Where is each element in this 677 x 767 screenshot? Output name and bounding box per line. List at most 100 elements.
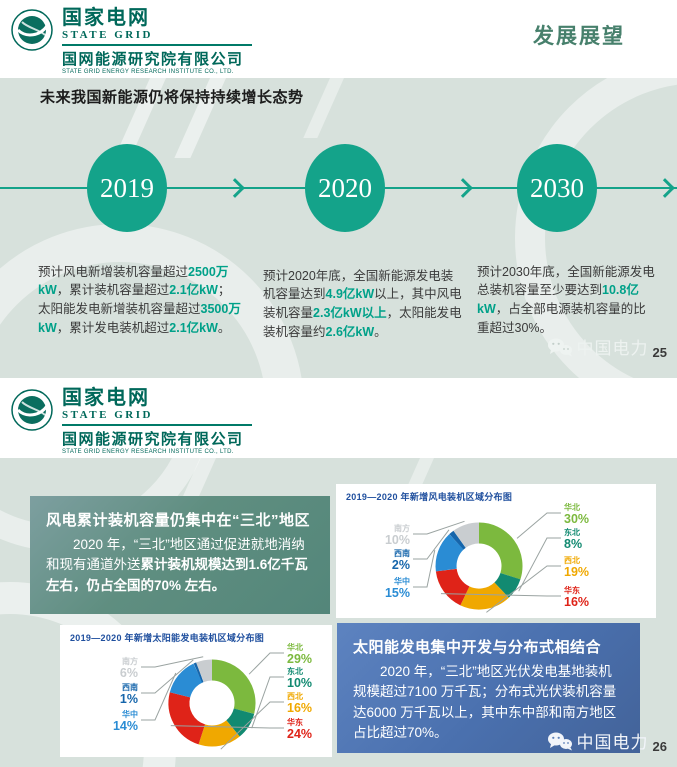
chart-label-name: 华北 [564, 503, 580, 512]
chart-label-name: 华东 [564, 586, 580, 595]
donut-slice-西北 [460, 582, 509, 610]
forecast-2020-text: 预计2020年底，全国新能源发电装机容量达到4.9亿kW以上，其中风电装机容量2… [263, 267, 463, 342]
donut-slice-西南 [449, 530, 466, 550]
donut-slice-南方 [196, 659, 213, 683]
highlight-value: 2500万kW [38, 264, 229, 298]
timeline-year-2020: 2020 [305, 144, 385, 232]
highlight-value: 4.9亿kW [325, 287, 375, 302]
state-grid-brand: 国家电网 STATE GRID 国网能源研究院有限公司 STATE GRID E… [10, 8, 252, 75]
chart-label-value: 6% [119, 666, 138, 681]
org-name-en: STATE GRID [62, 29, 153, 41]
brand-text: 国家电网 STATE GRID 国网能源研究院有限公司 STATE GRID E… [62, 8, 252, 75]
text-run: ； [217, 283, 231, 298]
chart-label-name: 华中 [394, 577, 410, 586]
text-run: ，累计装机容量超过 [56, 283, 170, 298]
wind-chart-panel: 2019—2020 年新增风电装机区域分布图 南方 10% 西南 2% 华中 15% 华北 3… [336, 484, 656, 618]
slide1-header: 国家电网 STATE GRID 国网能源研究院有限公司 STATE GRID E… [0, 0, 677, 78]
wind-box-title: 风电累计装机容量仍集中在“三北”地区 [46, 512, 311, 529]
chart-label-value: 30% [564, 512, 590, 527]
watermark-label: 中国电力 [576, 733, 649, 752]
chart-label-value: 10% [287, 676, 313, 691]
timeline-year-2030: 2030 [517, 144, 597, 232]
chart-label-西南: 西南 1% [120, 683, 138, 707]
timeline-year-2019: 2019 [87, 144, 167, 232]
leader-line [141, 659, 194, 694]
text-run: 。 [374, 324, 387, 339]
chart-label-name: 东北 [564, 528, 580, 537]
state-grid-logo-icon [11, 9, 53, 51]
forecast-2019-text: 预计风电新增装机容量超过2500万kW，累计装机容量超过 2.1亿kW ； 太阳能发… [38, 263, 254, 338]
wind-box-body: 2020 年，“三北”地区通过促进就地消纳和现有通道外送累计装机规模达到1.6亿… [46, 535, 314, 596]
org-name-cn: 国家电网 [62, 387, 150, 409]
chart-label-华东: 华东 24% [287, 718, 312, 742]
highlight-value: 2.1亿kW [169, 320, 218, 335]
text-run: 。 [217, 320, 231, 335]
donut-slice-华中 [169, 663, 203, 699]
highlight-value: 2.3亿kW以上 [313, 306, 387, 320]
leader-line [516, 512, 561, 539]
institute-name-en: STATE GRID ENERGY RESEARCH INSTITUTE CO.… [62, 69, 234, 75]
chart-label-name: 西南 [122, 683, 138, 692]
chart-label-东北: 东北 10% [287, 667, 312, 691]
donut-slice-华北 [211, 659, 256, 714]
slide-wind-solar-distribution: 国家电网 STATE GRID 国网能源研究院有限公司 STATE GRID E… [0, 380, 677, 767]
leader-line [440, 593, 561, 597]
slide1-headline: 未来我国新能源仍将保持持续增长态势 [40, 89, 304, 106]
slide-development-outlook: 国家电网 STATE GRID 国网能源研究院有限公司 STATE GRID E… [0, 0, 677, 378]
chart-label-南方: 南方 6% [120, 657, 138, 681]
watermark: 中国电力 26 [547, 728, 667, 754]
highlight-value: 累计装机规模达到1.6亿千瓦左右，仍占全国的70% 左右。 [46, 557, 308, 593]
chart-label-华中: 华中 15% [385, 577, 410, 601]
text-run: ，占全部电源装机容量的比重超过30%。 [477, 302, 646, 335]
solar-summary-box: 太阳能发电集中开发与分布式相结合 2020 年，“三北”地区光伏发电基地装机规模… [337, 623, 640, 753]
text-run: 太阳能发电新增装机容量超过 [38, 302, 201, 316]
state-grid-logo-icon [11, 389, 53, 431]
leader-line [170, 725, 284, 729]
text-run: ，太阳能发电装机容量约 [263, 306, 462, 339]
highlight-value: 3500万kW [38, 302, 241, 335]
chart-label-value: 16% [287, 701, 313, 716]
chart-label-name: 南方 [394, 524, 410, 533]
leader-line [413, 549, 436, 588]
wechat-icon [547, 732, 572, 750]
chart-label-南方: 南方 10% [385, 524, 410, 548]
highlight-value: 10.8亿kW [477, 283, 639, 316]
brand-text: 国家电网 STATE GRID 国网能源研究院有限公司 STATE GRID E… [62, 388, 252, 455]
chart-label-name: 华中 [122, 710, 138, 719]
chart-label-value: 10% [384, 533, 410, 548]
watermark: 中国电力 25 [547, 334, 667, 360]
chart-label-name: 华北 [287, 643, 303, 652]
chart-label-华北: 华北 29% [287, 643, 312, 667]
page-number: 25 [652, 345, 667, 360]
chart-label-华中: 华中 14% [113, 710, 138, 734]
state-grid-brand: 国家电网 STATE GRID 国网能源研究院有限公司 STATE GRID E… [10, 388, 252, 455]
chart-label-西北: 西北 16% [287, 692, 312, 716]
chart-label-name: 华东 [287, 718, 303, 727]
chart-label-value: 19% [564, 565, 590, 580]
text-run: ，累计发电装机超过 [56, 320, 170, 335]
highlight-value: 2.6亿kW [325, 324, 375, 339]
donut-slice-华中 [435, 534, 465, 572]
institute-name-en: STATE GRID ENERGY RESEARCH INSTITUTE CO.… [62, 449, 234, 455]
forecast-2030-text: 预计2030年底，全国新能源发电总装机容量至少要达到10.8亿kW，占全部电源装… [477, 263, 657, 338]
leader-line [248, 652, 284, 675]
donut-slice-华东 [435, 568, 471, 606]
chart-label-value: 1% [119, 692, 138, 707]
donut-slice-华北 [478, 522, 523, 580]
text-run: 预计风电新增装机容量超过 [38, 264, 189, 279]
watermark-label: 中国电力 [576, 339, 649, 358]
donut-slice-东北 [225, 707, 255, 737]
chart-label-华东: 华东 16% [564, 586, 589, 610]
chart-label-value: 14% [112, 719, 138, 734]
chart-label-value: 2% [391, 558, 410, 573]
page-number: 26 [652, 739, 667, 754]
wind-summary-box: 风电累计装机容量仍集中在“三北”地区 2020 年，“三北”地区通过促进就地消纳… [30, 496, 330, 614]
chart-label-value: 15% [384, 586, 410, 601]
leader-line [220, 701, 284, 750]
chart-label-name: 西北 [287, 692, 303, 701]
wind-chart-title: 2019—2020 年新增风电装机区域分布图 [346, 492, 513, 502]
chart-label-name: 西北 [564, 556, 580, 565]
donut-slice-西北 [198, 719, 240, 747]
chart-label-name: 南方 [122, 657, 138, 666]
donut-slice-西南 [193, 662, 204, 683]
